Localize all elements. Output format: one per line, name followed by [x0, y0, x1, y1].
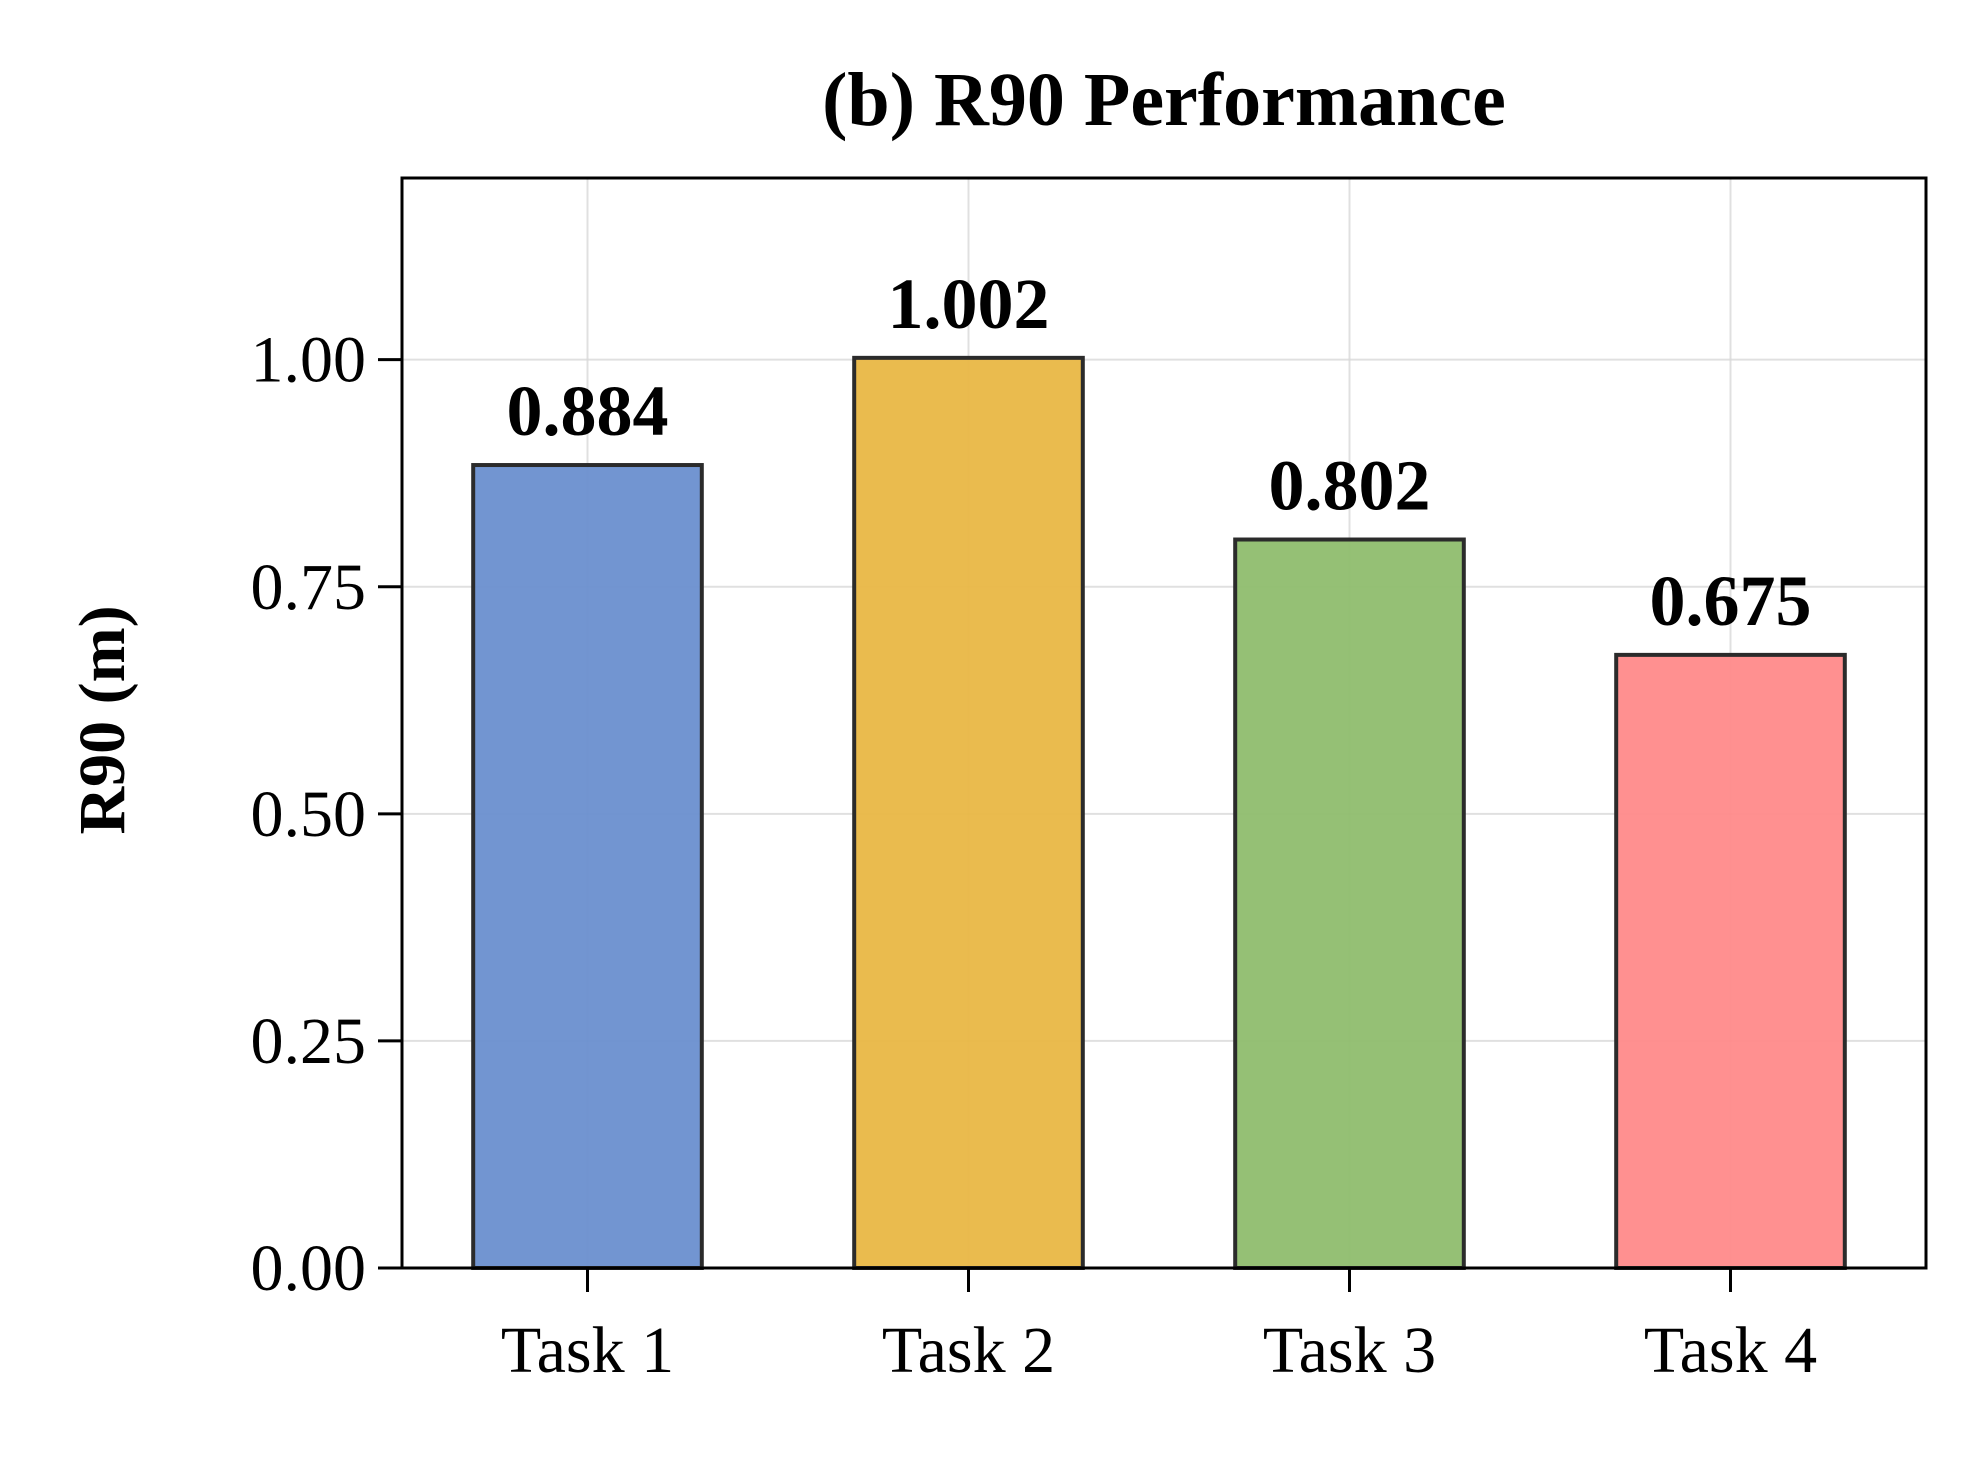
bar-value-label: 0.802	[1269, 446, 1431, 526]
axes: 0.00 0.25 0.50 0.75 1.00 Task 1 Task 2 Task 3 Ta…	[251, 324, 1818, 1387]
bars	[471, 355, 1847, 1271]
bar	[1614, 652, 1847, 1270]
data-labels: 0.884 1.002 0.802 0.675	[507, 264, 1812, 641]
bar	[471, 463, 704, 1270]
bar-value-label: 0.884	[507, 371, 669, 451]
x-tick-label: Task 3	[1263, 1314, 1436, 1387]
y-tick-label: 0.00	[251, 1232, 367, 1305]
x-tick-label: Task 1	[501, 1314, 674, 1387]
bar	[852, 355, 1085, 1271]
y-tick-label: 1.00	[251, 324, 367, 397]
y-tick-label: 0.25	[251, 1005, 367, 1078]
x-tick-label: Task 4	[1644, 1314, 1817, 1387]
plot-frame	[400, 176, 1928, 1270]
y-tick-label: 0.75	[251, 551, 367, 624]
chart-title: (b) R90 Performance	[822, 58, 1506, 142]
y-axis-label: R90 (m)	[66, 605, 139, 834]
bar	[1233, 537, 1466, 1270]
bar-value-label: 1.002	[888, 264, 1050, 344]
x-tick-label: Task 2	[882, 1314, 1055, 1387]
y-tick-label: 0.50	[251, 778, 367, 851]
bar-value-label: 0.675	[1650, 561, 1812, 641]
